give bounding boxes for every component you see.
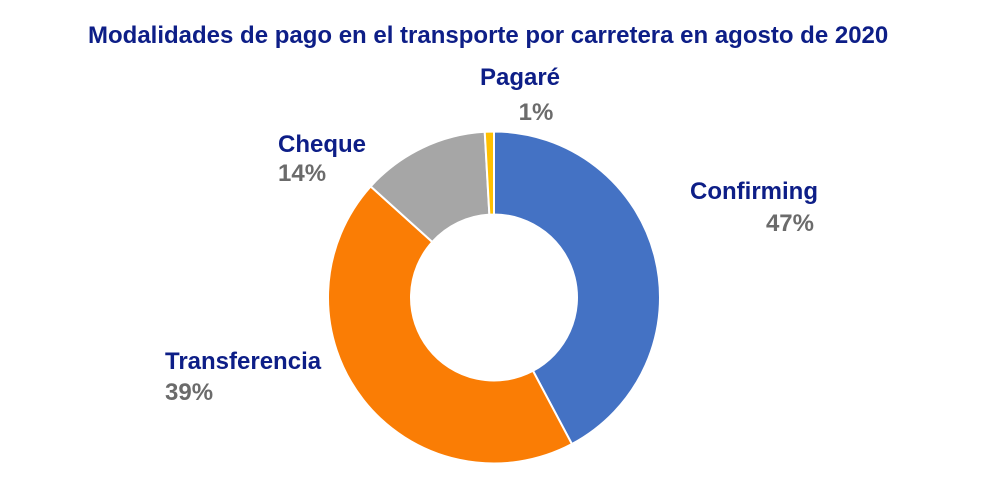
donut-slice-transferencia <box>327 185 573 465</box>
slice-label-confirming: Confirming <box>690 178 818 205</box>
slice-label-transferencia: Transferencia <box>165 348 322 375</box>
slice-value-confirming: 47% <box>765 210 814 237</box>
donut-slice-pagare <box>483 130 495 216</box>
chart-title: Modalidades de pago en el transporte por… <box>88 22 889 49</box>
slice-value-transferencia: 39% <box>165 379 214 406</box>
slice-label-cheque: Cheque <box>278 131 367 158</box>
donut-slice-confirming <box>493 130 661 446</box>
slice-value-cheque: 14% <box>278 160 327 187</box>
slice-label-pagare: Pagaré <box>479 64 561 91</box>
slice-value-pagare: 1% <box>518 99 554 126</box>
